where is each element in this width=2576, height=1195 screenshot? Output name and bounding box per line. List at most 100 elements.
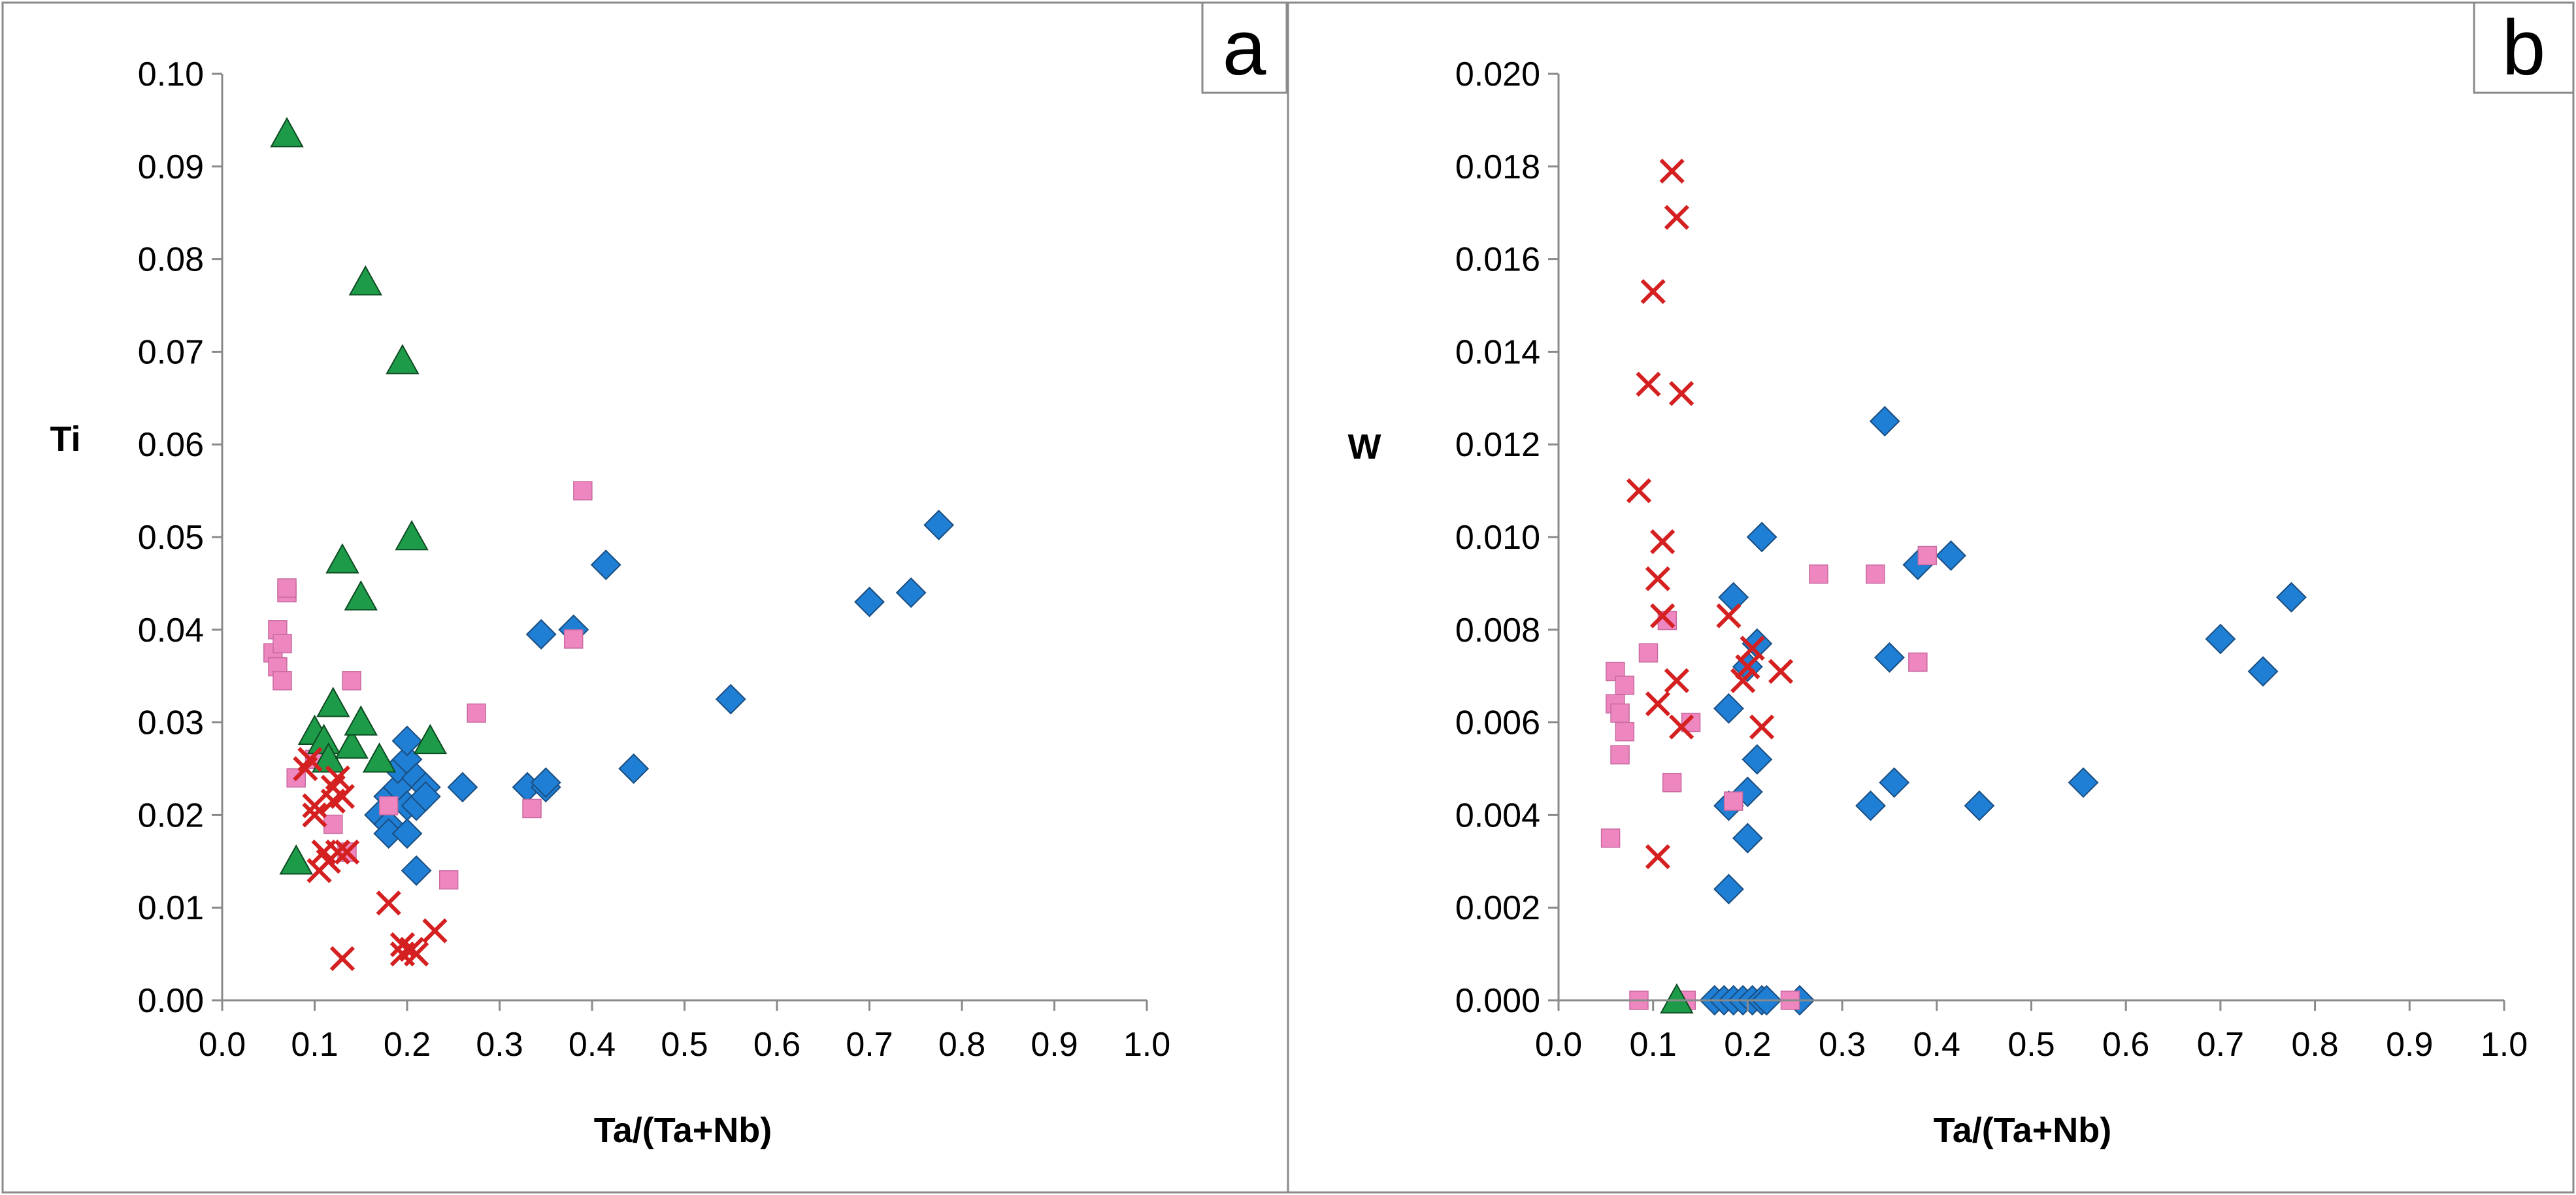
- panel-a-y-tick-label: 0.06: [138, 426, 204, 464]
- panel-a-diamond-point: [401, 855, 432, 886]
- panel-a-diamond-point: [854, 586, 885, 617]
- panel-a-square-point: [467, 703, 486, 723]
- panel-b-x-axis-title: Ta/(Ta+Nb): [1934, 1111, 2112, 1150]
- panel-a-tick-labels: 0.0 0.1 0.2 0.3 0.4 0.5 0.6 0.7 0.8 0.9 1.0 0.00 0.0…: [138, 56, 1170, 1064]
- panel-b-y-tick-label: 0.012: [1455, 426, 1540, 464]
- panel-a-x-tick-label: 0.2: [384, 1026, 431, 1064]
- panel-b-label: b: [2502, 4, 2546, 91]
- panel-a-diamond-point: [618, 753, 650, 784]
- panel-a-x-point: [325, 839, 350, 865]
- panel-b-square-point: [1908, 652, 1928, 672]
- panel-b-diamond-point: [2205, 623, 2236, 655]
- panel-a-diamond-point: [715, 683, 746, 715]
- panel-a-x-tick-label: 0.7: [846, 1026, 893, 1064]
- panel-a-x-tick-label: 0.3: [476, 1026, 523, 1064]
- panel-a-y-tick-label: 0.04: [138, 612, 204, 649]
- panel-b-x-point: [1740, 636, 1765, 661]
- panel-a-square-point: [323, 814, 343, 834]
- panel-a-triangle-point: [344, 705, 378, 736]
- panel-a-square-point: [342, 671, 361, 691]
- panel-b-x-point: [1640, 279, 1666, 304]
- panel-a-triangle-point: [279, 844, 313, 875]
- panel-b-triangle-point: [1660, 983, 1694, 1014]
- panel-b-x-point: [1730, 668, 1756, 693]
- panel-b-x-tick-label: 0.4: [1913, 1026, 1960, 1064]
- panel-a-y-tick-label: 0.02: [138, 796, 204, 834]
- panel-a-y-tick-label: 0.03: [138, 704, 204, 742]
- panel-a-y-tick-label: 0.10: [138, 56, 204, 93]
- panel-a-diamond-point: [895, 577, 927, 608]
- panel-a-square-point: [272, 671, 292, 691]
- panel-b-y-tick-label: 0.010: [1455, 519, 1540, 557]
- panel-b-y-tick-label: 0.002: [1455, 889, 1540, 927]
- panel-a-x-tick-label: 0.1: [291, 1026, 338, 1064]
- panel-a-square-point: [438, 870, 459, 890]
- panel-a-square-point: [378, 796, 399, 815]
- panel-a-x-tick-label: 0.9: [1031, 1026, 1078, 1064]
- panel-b-x-point: [1650, 603, 1676, 629]
- panel-b-y-tick-label: 0.018: [1455, 148, 1540, 186]
- panel-a-square-point: [563, 629, 584, 649]
- panel-b-diamond-point: [1964, 790, 1995, 821]
- panel-a-x-point: [404, 941, 429, 967]
- panel-b-y-axis-title: W: [1348, 427, 1381, 467]
- panel-b-diamond-point: [2276, 581, 2307, 613]
- panel-b-square-point: [1723, 791, 1743, 811]
- panel-a-x-tick-label: 1.0: [1123, 1026, 1170, 1064]
- panel-a-y-tick-label: 0.07: [138, 333, 204, 371]
- panel-b-x-tick-label: 0.1: [1630, 1026, 1677, 1064]
- panel-a-x-point: [325, 765, 350, 791]
- panel-a-diamond-point: [391, 725, 423, 757]
- panel-a-triangle-point: [395, 519, 429, 551]
- panel-a-x-point: [302, 802, 327, 828]
- panel-a-label: a: [1223, 4, 1266, 91]
- panel-b-diamond-point: [1732, 823, 1763, 854]
- panel-a-triangle-point: [413, 723, 448, 755]
- panel-a-label-box: [1201, 1, 1288, 94]
- panel-b-diamond-point: [1713, 693, 1744, 724]
- panel-a-y-tick-label: 0.01: [138, 889, 204, 927]
- panel-b-x-point: [1716, 603, 1742, 629]
- panel-a-diamond-point: [391, 818, 423, 849]
- panel-a-y-axis-title: Ti: [50, 419, 80, 459]
- panel-b-x-point: [1645, 844, 1671, 870]
- panel-b-x-point: [1668, 381, 1694, 406]
- panel-b-x-tick-label: 1.0: [2481, 1026, 2528, 1064]
- panel-b-diamond-point: [1742, 744, 1773, 775]
- panel-b-x-tick-label: 0.8: [2291, 1026, 2338, 1064]
- panel-b-diamond-point: [1874, 642, 1905, 673]
- panel-a-x-axis-title: Ta/(Ta+Nb): [594, 1111, 772, 1150]
- panel-b-diamond-point: [1936, 540, 1966, 571]
- panel-b-x-point: [1650, 529, 1676, 555]
- panel-b-diamond-point: [1713, 874, 1744, 905]
- panel-b-x-point: [1636, 371, 1661, 397]
- panel-a-triangle-point: [316, 687, 350, 717]
- panel-a-x-tick-label: 0.6: [753, 1026, 801, 1064]
- panel-a-square-point: [573, 481, 593, 500]
- panel-b-x-point: [1735, 654, 1760, 679]
- panel-b-diamond-point: [1855, 790, 1886, 821]
- panel-a-triangle-point: [325, 543, 359, 574]
- panel-b-y-tick-label: 0.000: [1455, 982, 1540, 1020]
- panel-b-square-point: [1615, 722, 1635, 742]
- panel-a-x-point: [329, 783, 355, 810]
- panel-a-y-tick-label: 0.00: [138, 982, 204, 1020]
- panel-a-diamond-point: [410, 781, 441, 812]
- panel-b-square-point: [1610, 703, 1630, 723]
- panel-a: 0.0 0.1 0.2 0.3 0.4 0.5 0.6 0.7 0.8 0.9 1.0 0.00 0.0…: [50, 1, 1288, 1150]
- panel-b-x-point: [1626, 478, 1652, 504]
- panel-a-x-point: [422, 918, 448, 943]
- panel-b-square-point: [1809, 564, 1828, 584]
- panel-a-x-point: [376, 890, 401, 916]
- panel-b-x-tick-label: 0.3: [1819, 1026, 1866, 1064]
- panel-a-square-point: [272, 634, 292, 653]
- panel-b-y-tick-label: 0.016: [1455, 241, 1540, 279]
- panel-b-y-tick-label: 0.008: [1455, 612, 1540, 649]
- panel-a-x-point: [297, 747, 323, 772]
- panel-a-x-point: [329, 946, 355, 972]
- panel-a-x-tick-label: 0.5: [661, 1026, 708, 1064]
- panel-a-triangle-point: [335, 728, 369, 759]
- panel-b-y-tick-label: 0.014: [1455, 333, 1540, 371]
- panel-b-diamond-point: [2247, 656, 2279, 687]
- panel-b-y-tick-label: 0.004: [1455, 796, 1540, 834]
